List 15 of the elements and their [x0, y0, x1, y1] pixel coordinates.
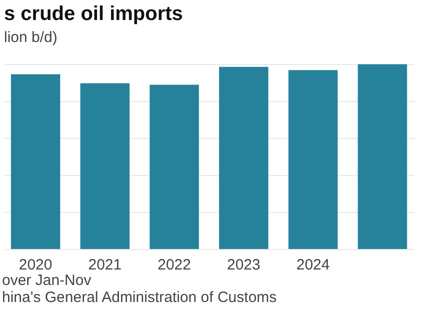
x-tick-label: 2023 — [227, 256, 260, 274]
text: over Jan-Nov — [1, 272, 92, 289]
bar — [80, 83, 130, 249]
x-tick-label: 2021 — [88, 256, 122, 274]
x-tick-label: 2022 — [158, 256, 191, 274]
x-tick-label: 2020 — [18, 256, 52, 274]
bar — [358, 64, 408, 249]
text: hina's General Administration of Customs — [1, 289, 278, 306]
chart-subtitle: lion b/d) — [4, 29, 58, 46]
bar — [10, 74, 60, 249]
bar — [219, 66, 268, 249]
chart-title: s crude oil imports — [4, 3, 183, 25]
bar — [150, 84, 199, 249]
bar — [288, 70, 338, 249]
x-tick-label: 2024 — [296, 256, 330, 274]
